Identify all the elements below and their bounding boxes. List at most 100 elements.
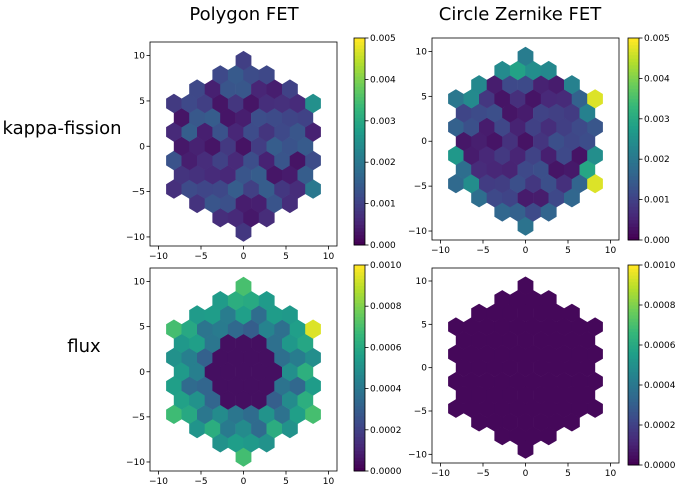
hex-cell: [274, 376, 290, 396]
y-tick-label: −10: [408, 450, 427, 460]
colorbar-segment: [354, 224, 365, 229]
colorbar-tick-label: 0.005: [644, 34, 670, 44]
hex-cell: [204, 305, 221, 325]
hex-cell: [297, 165, 314, 185]
colorbar-segment: [354, 220, 365, 225]
colorbar-segment: [628, 328, 639, 333]
hex-cell: [509, 399, 526, 418]
hex-cell: [173, 362, 190, 382]
colorbar-segment: [354, 368, 365, 372]
colorbar-segment: [354, 419, 365, 424]
colorbar-frame: [353, 264, 366, 472]
hex-cell: [166, 376, 182, 396]
hex-cell: [235, 136, 252, 156]
hex-cell: [289, 122, 306, 142]
colorbar-segment: [354, 51, 365, 56]
hex-cell: [220, 390, 236, 410]
hex-cell: [243, 93, 260, 114]
hex-cell: [197, 404, 213, 424]
hex-cell: [173, 165, 190, 185]
hex-cells: [166, 50, 321, 242]
hex-cell: [455, 385, 472, 405]
hex-cell: [479, 317, 495, 336]
colorbar-segment: [354, 453, 365, 458]
hex-cell: [564, 331, 580, 350]
hex-cell: [571, 317, 588, 336]
hex-cell: [502, 385, 518, 405]
hex-cell: [220, 79, 236, 99]
hex-cell: [282, 136, 298, 156]
hex-cell: [571, 344, 588, 364]
hex-cell: [540, 145, 557, 165]
colorbar-segment: [628, 345, 639, 349]
colorbar-segment: [628, 91, 639, 96]
column-title-polygon: Polygon FET: [189, 4, 299, 25]
colorbar-tick-label: 0.0002: [644, 421, 676, 431]
hex-cell: [517, 159, 534, 180]
hex-cell: [266, 193, 283, 214]
colorbar-segment: [354, 460, 365, 465]
colorbar-segment: [628, 325, 639, 329]
colorbar-segment: [354, 44, 365, 49]
colorbar-segment: [628, 305, 639, 309]
colorbar-tick-label: 0.001: [644, 196, 670, 206]
colorbar-segment: [628, 338, 639, 343]
colorbar-tick-label: 0.003: [644, 115, 670, 125]
colorbar-segment: [354, 200, 365, 205]
hex-cell: [502, 413, 518, 432]
hex-cell: [448, 174, 464, 194]
colorbar-segment: [628, 186, 639, 190]
hex-cells: [448, 46, 603, 236]
hex-cell: [579, 131, 596, 151]
y-tick-label: 5: [139, 97, 145, 107]
colorbar-segment: [628, 431, 639, 436]
hex-cell: [227, 291, 244, 311]
colorbar-segment: [354, 388, 365, 393]
colorbar-segment: [354, 381, 365, 386]
hex-cell: [305, 319, 321, 339]
colorbar-tick-label: 0.0000: [644, 461, 676, 471]
colorbar-segment: [354, 302, 365, 307]
hex-cell: [540, 202, 557, 222]
hex-cell: [227, 319, 244, 339]
hex-cell: [258, 319, 275, 339]
hex-cell: [556, 399, 572, 418]
colorbar-segment: [628, 51, 639, 56]
hex-cell: [197, 150, 213, 171]
hex-cell: [289, 319, 306, 339]
hex-cell: [509, 372, 526, 391]
colorbar-segment: [354, 416, 365, 420]
hex-cell: [533, 103, 549, 123]
hex-cell: [571, 89, 588, 109]
colorbar-segment: [354, 412, 365, 417]
colorbar-segment: [628, 438, 639, 443]
colorbar-segment: [354, 343, 365, 348]
hex-cell: [282, 165, 298, 185]
colorbar-tick-label: 0.0010: [644, 261, 676, 271]
hex-cell: [220, 193, 236, 214]
hex-cell: [494, 372, 511, 391]
colorbar-segment: [628, 321, 639, 326]
colorbar-segment: [354, 395, 365, 400]
hex-cell: [517, 46, 534, 66]
hex-cell: [540, 89, 557, 109]
colorbar: 0.0000 0.0002 0.0004 0.0006 0.0008 0.0010: [353, 261, 402, 477]
hex-cell: [235, 108, 252, 128]
hex-cell: [494, 290, 511, 309]
colorbar-segment: [628, 81, 639, 86]
hex-cells: [448, 276, 603, 459]
hex-cell: [212, 122, 229, 142]
colorbar-segment: [354, 193, 365, 198]
hex-cell: [509, 317, 526, 336]
hex-cell: [227, 347, 244, 368]
hex-cell: [564, 188, 580, 208]
hex-cell: [525, 202, 542, 222]
y-tick-label: −5: [414, 407, 427, 417]
hex-cell: [166, 179, 182, 199]
colorbar: 0.0000 0.0002 0.0004 0.0006 0.0008 0.0010: [627, 261, 676, 471]
y-tick-label: 0: [421, 364, 427, 374]
colorbar-segment: [628, 229, 639, 234]
colorbar-segment: [354, 186, 365, 191]
colorbar-segment: [628, 206, 639, 211]
hex-cell: [540, 426, 557, 446]
